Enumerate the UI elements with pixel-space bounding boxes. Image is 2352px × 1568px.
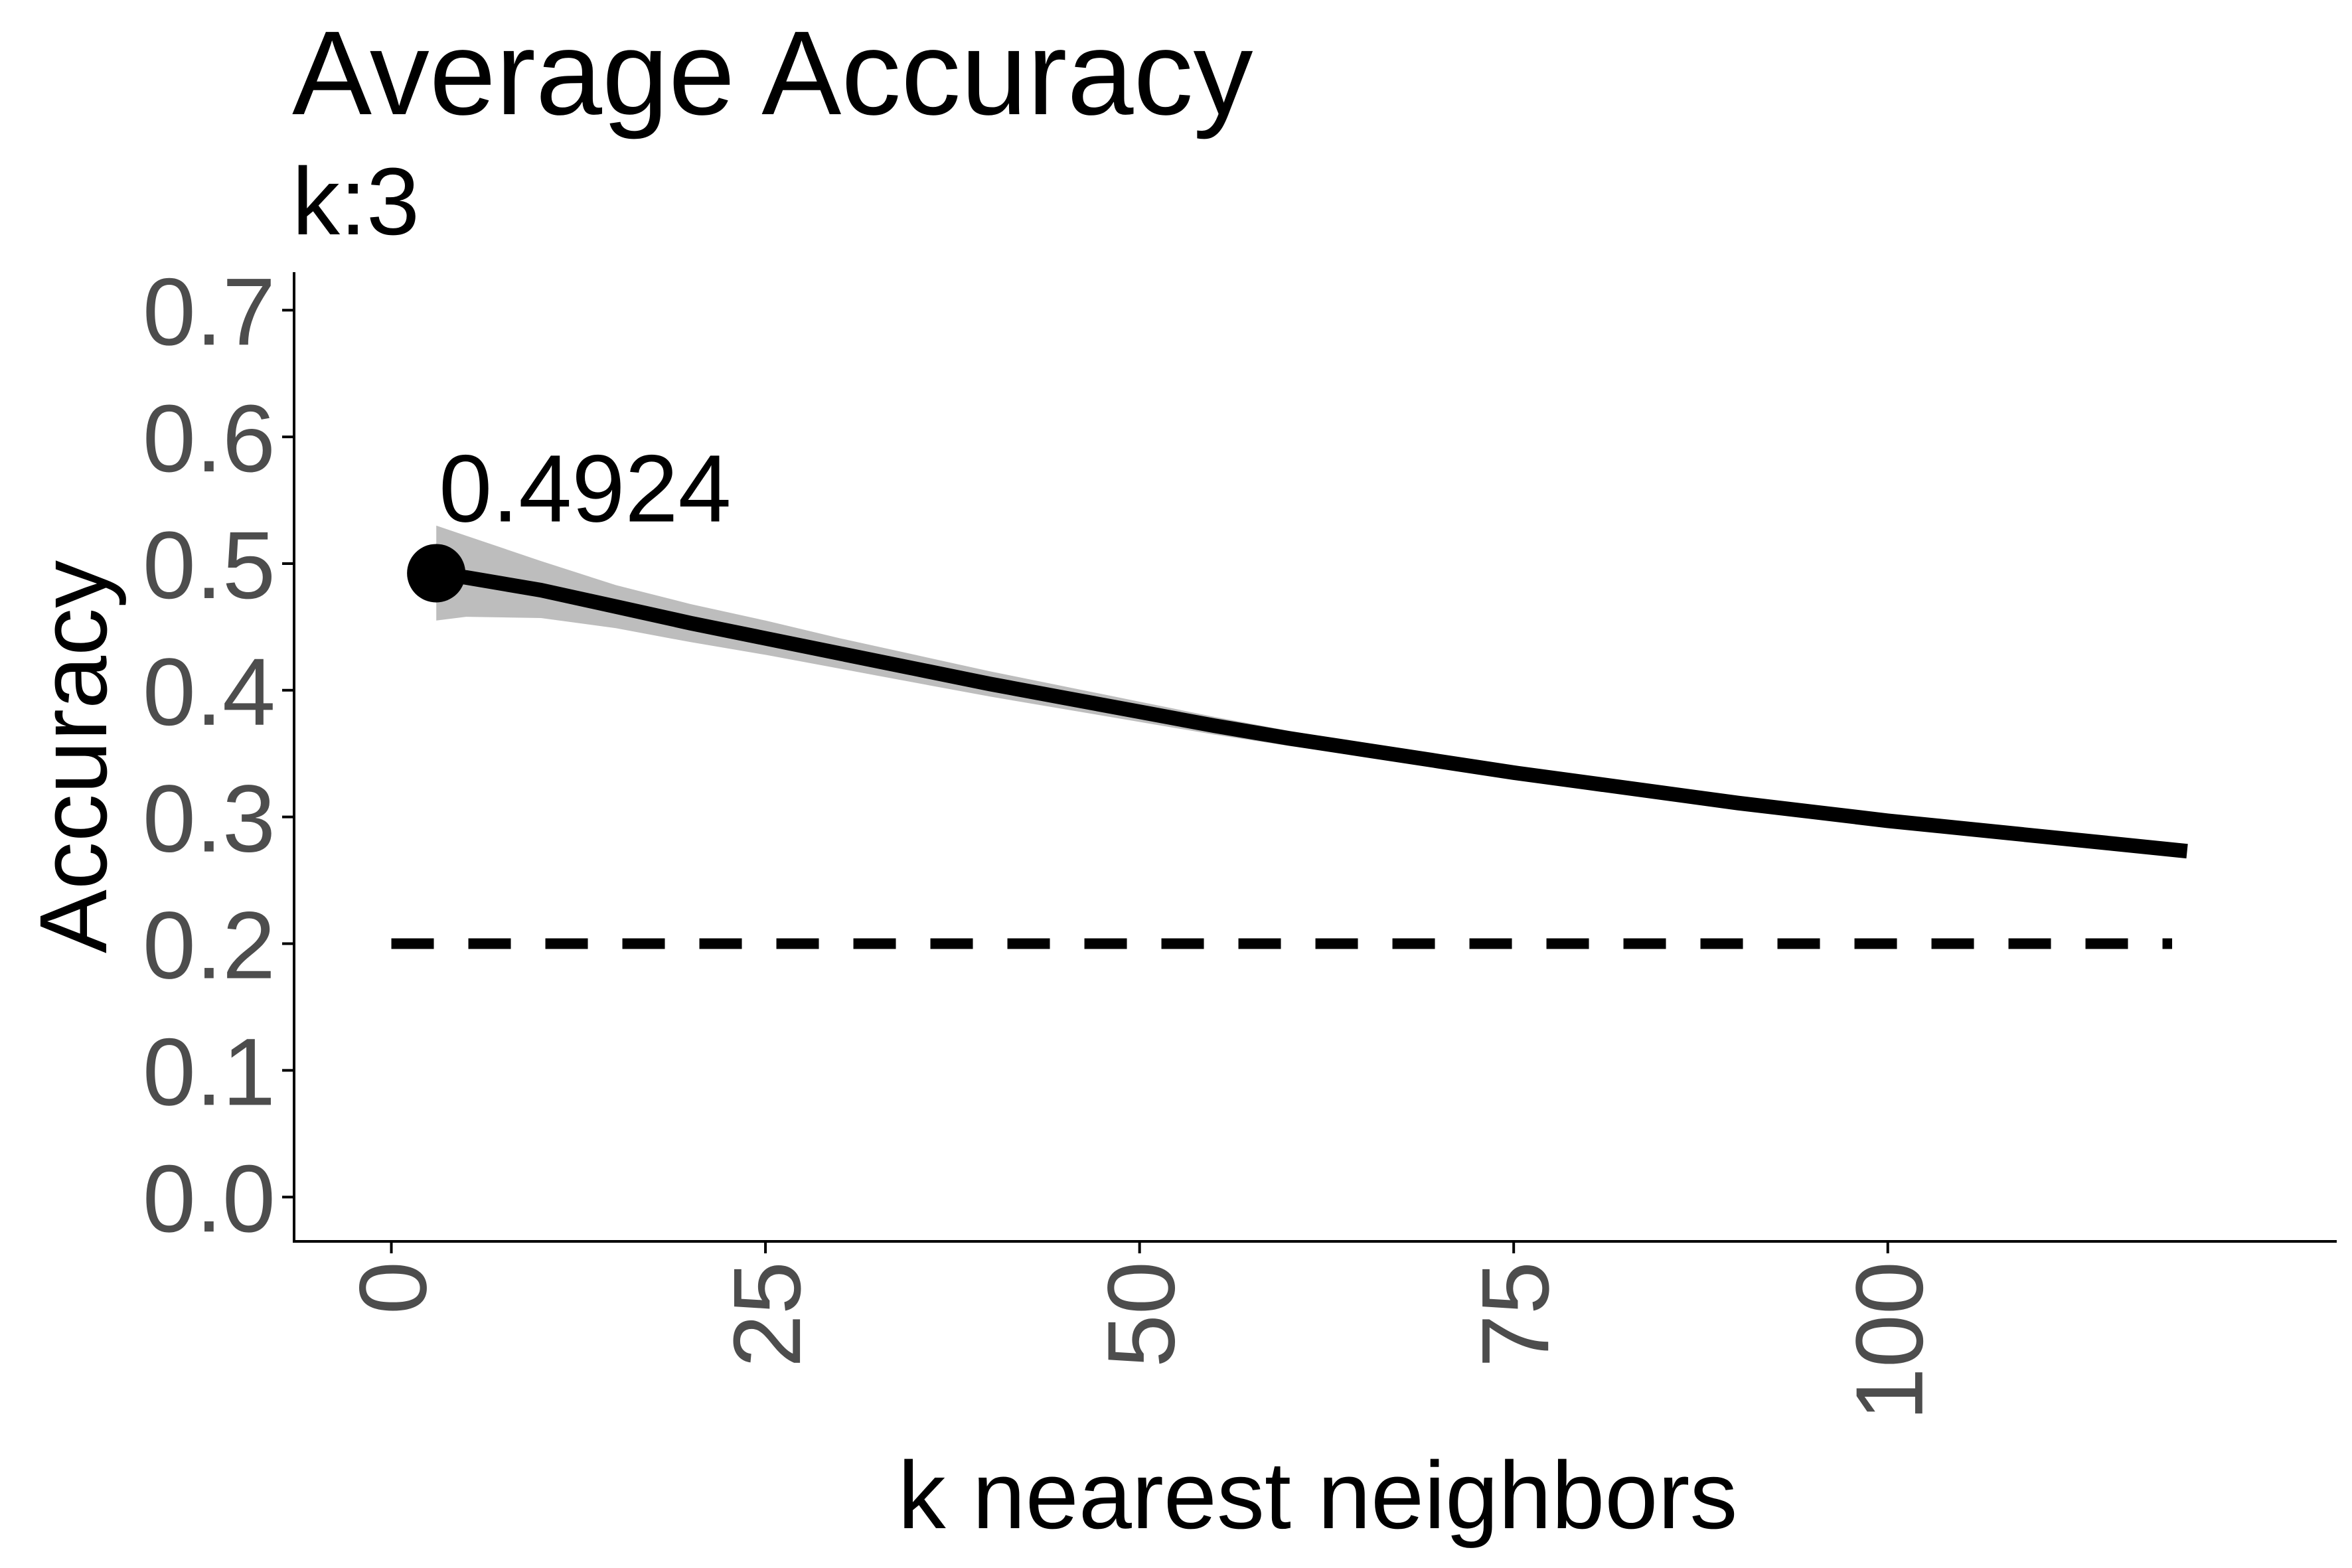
y-tick-label: 0.7 [143,258,275,365]
y-tick-label: 0.3 [143,765,275,872]
x-axis-title: k nearest neighbors [898,1442,1738,1549]
y-tick-label: 0.1 [143,1018,275,1125]
chart-subtitle: k:3 [292,148,420,255]
y-axis-title: Accuracy [20,560,127,953]
accuracy-line [435,566,2188,859]
plot-area: 0.0 0.1 0.2 0.3 0.4 0.5 0.6 0.7 0 25 50 75 100 0.4924 [143,258,2337,1421]
highlight-point [407,544,466,603]
chart-title: Average Accuracy [292,7,1253,140]
y-tick-label: 0.4 [143,639,275,745]
x-tick-label: 100 [1836,1261,1943,1421]
x-tick-label: 75 [1462,1261,1569,1368]
y-tick-label: 0.0 [143,1145,275,1252]
y-tick-label: 0.6 [143,385,275,492]
x-tick-label: 0 [340,1261,447,1314]
confidence-ribbon [436,525,2187,852]
highlight-label: 0.4924 [439,435,731,542]
x-tick-label: 50 [1088,1261,1195,1368]
y-tick-label: 0.2 [143,892,275,999]
y-tick-label: 0.5 [143,512,275,619]
x-tick-label: 25 [714,1261,821,1368]
